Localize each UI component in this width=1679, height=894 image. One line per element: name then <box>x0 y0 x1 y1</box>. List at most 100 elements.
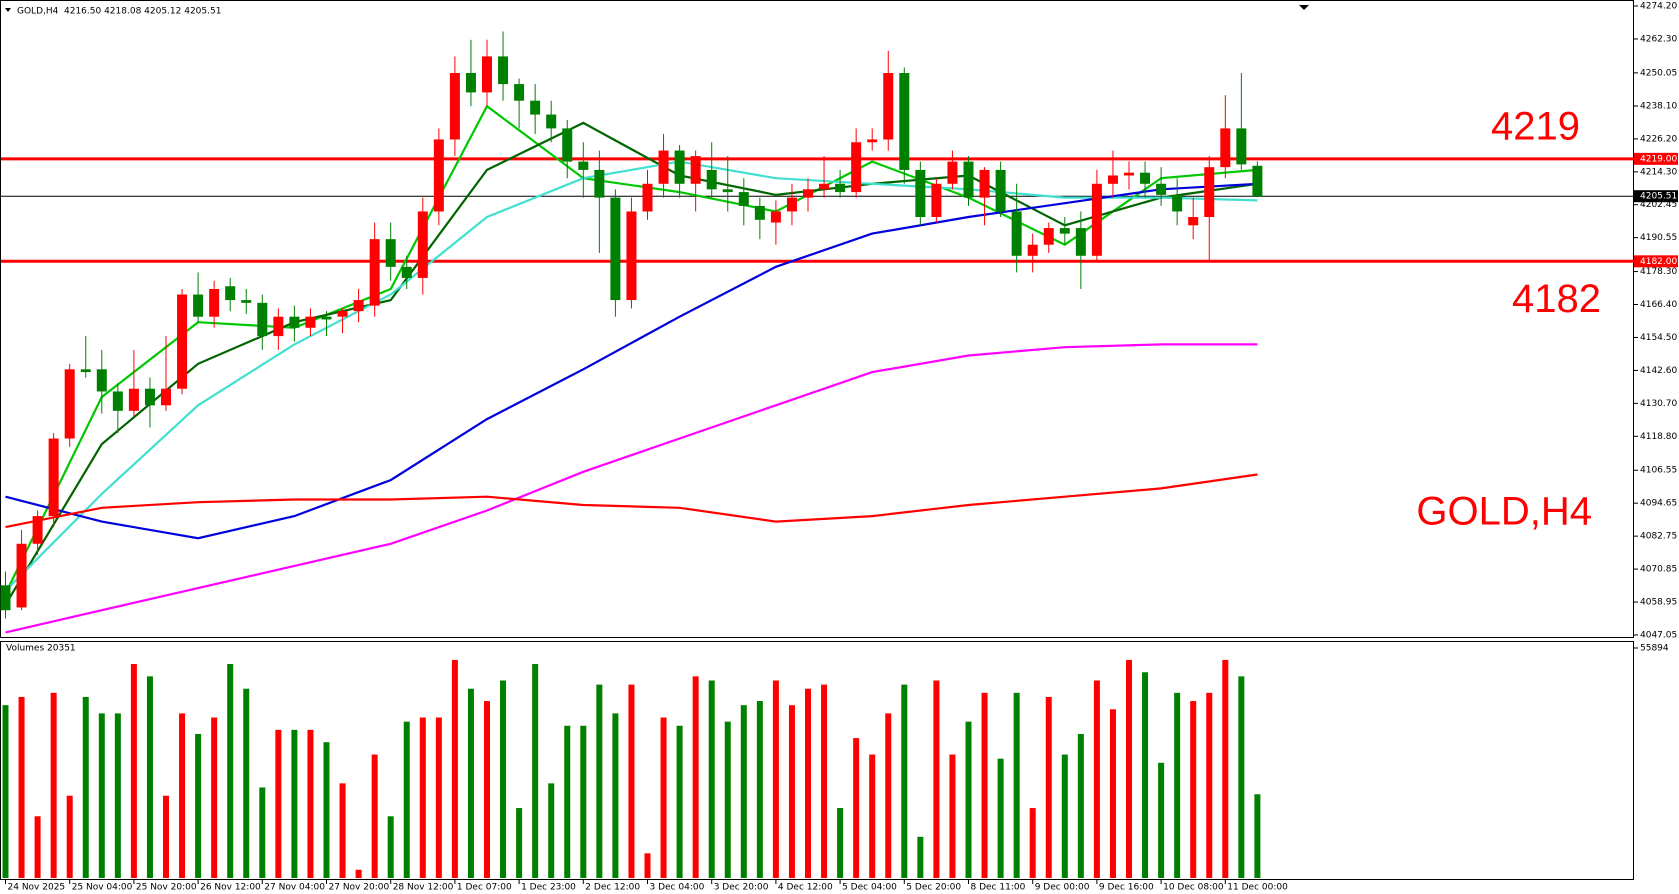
candle-body <box>867 139 878 143</box>
level-tag <box>1634 255 1678 268</box>
candle-body <box>530 100 541 115</box>
candle-body <box>128 388 139 411</box>
candle-body <box>16 543 27 608</box>
candle-body <box>931 183 942 218</box>
y-tick-label: 4250.05 <box>1640 68 1677 78</box>
volume-bar <box>805 688 811 878</box>
volume-bar <box>66 795 73 878</box>
candle-body <box>514 84 525 101</box>
x-tick-label: 4 Dec 12:00 <box>778 883 833 893</box>
x-tick-label: 8 Dec 11:00 <box>971 883 1026 893</box>
x-tick-label: 28 Nov 12:00 <box>393 883 454 893</box>
x-tick-label: 27 Nov 20:00 <box>329 883 390 893</box>
volume-bar <box>435 717 442 878</box>
level-tag <box>1634 152 1678 165</box>
price-tag-label: 4205.51 <box>1640 192 1677 202</box>
volume-bar <box>211 717 218 878</box>
candle-body <box>433 139 444 212</box>
y-tick-label: 4094.65 <box>1640 499 1677 509</box>
volume-bar <box>772 680 779 878</box>
y-tick-label: 4142.60 <box>1640 366 1677 376</box>
volume-bar <box>291 729 298 878</box>
volume-bar <box>339 783 346 878</box>
volume-bar <box>130 664 137 878</box>
volume-bar <box>612 713 619 878</box>
x-tick-label: 10 Dec 08:00 <box>1163 883 1224 893</box>
x-tick-label: 2 Dec 12:00 <box>585 883 640 893</box>
candle-body <box>401 266 412 278</box>
volume-bar <box>1254 794 1261 878</box>
volume-bar <box>564 725 571 878</box>
candle-body <box>899 73 910 170</box>
candle-body <box>321 316 332 320</box>
volume-bar <box>516 808 523 878</box>
candle-body <box>690 156 701 184</box>
candle-body <box>449 73 460 140</box>
volume-bar <box>965 721 972 878</box>
ma-line <box>4 104 1258 595</box>
volume-bar <box>50 692 57 878</box>
volume-bar <box>837 808 844 878</box>
y-tick-label: 4106.55 <box>1640 466 1677 476</box>
candle-body <box>273 316 284 337</box>
volume-bar <box>853 738 860 878</box>
candle-body <box>979 169 990 198</box>
candle-body <box>610 197 621 301</box>
candle-body <box>722 189 733 193</box>
x-tick-label: 27 Nov 04:00 <box>264 883 325 893</box>
volume-bar <box>275 729 282 878</box>
y-tick-label: 4178.30 <box>1640 267 1677 277</box>
shift-marker <box>1299 5 1309 10</box>
x-tick-label: 3 Dec 20:00 <box>714 883 769 893</box>
volume-bar <box>580 725 587 878</box>
candle-body <box>754 205 765 220</box>
volume-bar <box>724 721 731 878</box>
volume-bar <box>548 783 555 878</box>
y-tick-label: 4070.85 <box>1640 565 1677 575</box>
candle-body <box>305 316 316 328</box>
volume-bar <box>1109 709 1116 878</box>
candle-body <box>1236 128 1247 165</box>
candle-body <box>225 286 236 301</box>
volume-bar <box>1045 696 1052 878</box>
candle-body <box>594 169 605 198</box>
y-tick-label: 4262.30 <box>1640 34 1677 44</box>
y-tick-label: 4058.95 <box>1640 598 1677 608</box>
candle-body <box>112 391 123 411</box>
volume-bar <box>676 725 683 878</box>
candle-body <box>562 128 573 162</box>
candle-body <box>1091 183 1102 256</box>
x-tick-label: 24 Nov 2025 <box>8 883 66 893</box>
volume-bar <box>740 705 747 878</box>
candle-body <box>1220 128 1231 168</box>
y-tick-label: 4226.20 <box>1640 134 1677 144</box>
candle-body <box>1075 228 1086 256</box>
volume-bar <box>355 869 362 878</box>
volume-bar <box>644 853 651 878</box>
ma-line <box>4 121 1258 606</box>
volume-title: Volumes 20351 <box>6 644 76 654</box>
candle-body <box>1124 172 1134 176</box>
candle-body <box>1011 211 1022 256</box>
candle-body <box>385 239 396 267</box>
volume-bar <box>1190 701 1197 878</box>
volume-bar <box>1077 733 1084 878</box>
volume-bar <box>18 696 25 878</box>
candle-body <box>658 150 669 184</box>
candle-body <box>915 169 926 218</box>
volume-bar <box>1238 676 1245 878</box>
volume-bar <box>901 684 908 878</box>
candle-body <box>674 150 685 184</box>
y-tick-label: 4130.70 <box>1640 399 1677 409</box>
x-tick-label: 25 Nov 20:00 <box>136 883 197 893</box>
x-tick-label: 3 Dec 04:00 <box>650 883 705 893</box>
volume-bar <box>467 688 474 878</box>
candle-body <box>738 192 749 206</box>
candle-body <box>626 211 637 301</box>
candle-body <box>803 189 813 198</box>
candle-body <box>706 169 717 190</box>
candle-body <box>161 388 171 406</box>
candle-body <box>48 438 59 517</box>
candle-body <box>193 294 204 317</box>
